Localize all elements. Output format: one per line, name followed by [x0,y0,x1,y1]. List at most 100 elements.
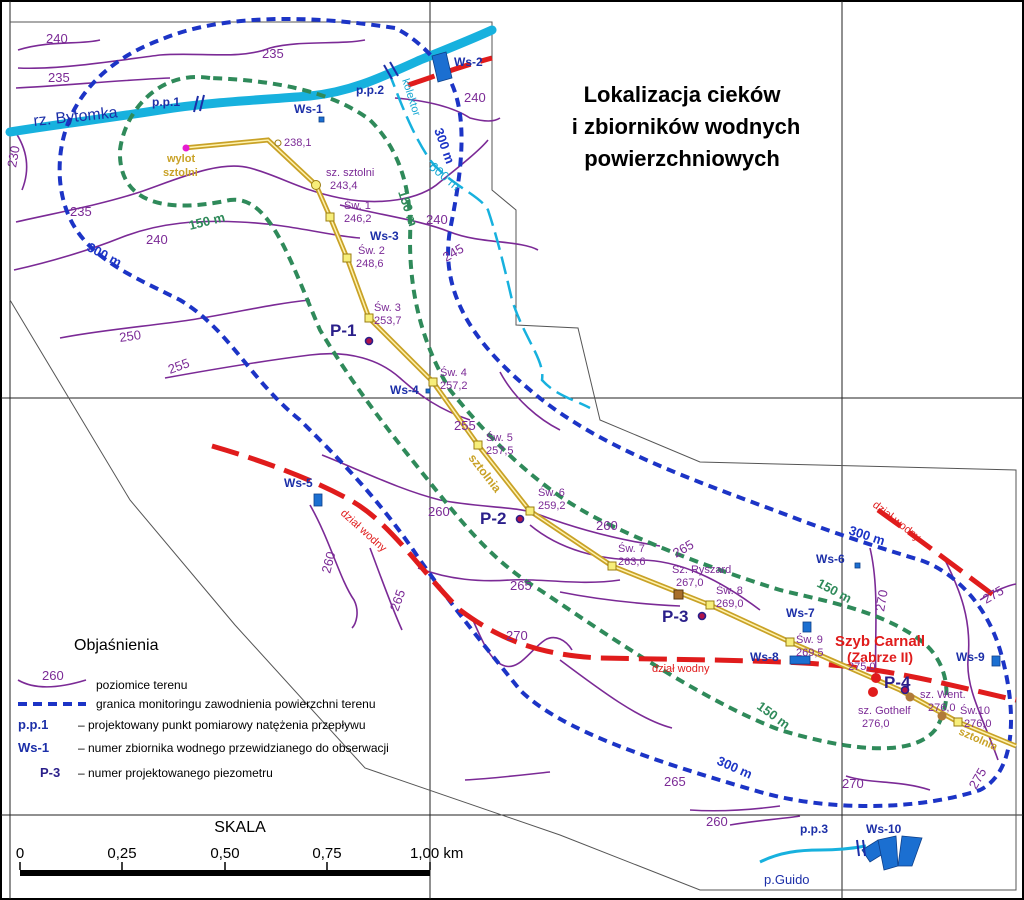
piezometer-p2-marker [515,514,525,524]
station-sw1-elevation: 246,2 [344,213,372,225]
scale-tick-025: 0,25 [107,845,136,862]
piezometer-markers [364,336,910,695]
station-sw5-name: Św. 5 [486,431,513,444]
shaft-carnall-subname: (Zabrze II) [847,649,913,665]
reservoir-ws4 [425,388,431,394]
station-sw3-name: Św. 3 [374,301,401,314]
station-sw8-name: Św. 8 [716,584,743,597]
reservoir-ws7-label: Ws-7 [786,606,815,620]
contour-label-255b: 255 [454,418,476,433]
station-gothelf-elevation: 276,0 [862,718,890,730]
reservoir-ws9 [991,655,1001,667]
legend-code-ws1: Ws-1 [18,740,49,755]
legend-contour-symbol [17,679,87,688]
station-sw7-elevation: 263,6 [618,556,646,568]
station-gothelf-name: sz. Gothelf [858,705,912,717]
contour-label-235a: 235 [262,46,284,61]
reservoir-ws1-label: Ws-1 [294,102,323,116]
piezometer-p4-label: P-4 [884,673,911,692]
watershed-label-2: dział wodny [652,663,710,675]
legend-contour-sample: 260 [42,668,64,683]
map-title-line-2: i zbiorników wodnych [572,114,801,139]
shaft-carnall-elevation: 275,0 [848,661,876,673]
reservoir-ws10-label: Ws-10 [866,822,902,836]
contour-label-260d: 260 [706,814,728,829]
contour-label-240d: 240 [426,212,448,227]
station-sw6-elevation: 259,2 [538,500,566,512]
station-went-name: sz. Went. [920,689,966,701]
measurement-point-pp1: p.p.1 [152,95,180,109]
station-sw7 [607,561,617,571]
tunnel-stations [311,180,963,727]
piezometer-p2-label: P-2 [480,509,506,528]
contour-label-265b: 265 [510,578,532,593]
reservoir-ws2-label: Ws-2 [454,55,483,69]
legend-item-ws1: – numer zbiornika wodnego przewidzianego… [78,741,389,755]
map-title-line-1: Lokalizacja cieków [584,82,782,107]
river-bytomka [5,25,497,137]
station-sw10 [953,717,963,727]
station-sz-sztolni-name: sz. sztolni [326,167,374,179]
reservoir-ws8 [789,655,811,665]
station-sw10-name: Św.10 [960,704,990,717]
reservoir-ws6-label: Ws-6 [816,552,845,566]
reservoir-ws2 [431,51,453,83]
tunnel-outlet-label-1: wylot [166,153,195,165]
reservoir-ws1 [318,116,325,123]
legend-code-pp1: p.p.1 [18,717,48,732]
contour-label-270c: 270 [842,776,864,791]
kolektor-channel [386,69,591,410]
scale-bar: SKALA 0 0,25 0,50 0,75 1,00 km [16,819,463,876]
station-ryszard-elevation: 267,0 [676,577,704,589]
contour-label-260c: 260 [318,550,338,575]
contour-label-260a: 260 [428,504,450,519]
station-sw9-name: Św. 9 [796,633,823,646]
contour-lines [13,39,1017,826]
reservoir-ws3-label: Ws-3 [370,229,399,243]
map-title-line-3: powierzchniowych [584,146,780,171]
station-sw2 [342,253,352,263]
scale-tick-100: 1,00 km [410,845,463,862]
shaft-gothelf-marker [937,711,947,721]
station-ryszard-name: Sz. Ryszard [672,564,731,576]
contour-label-255a: 255 [166,355,192,377]
station-sw9-elevation: 269,5 [796,647,824,659]
shaft-carnall-marker-2 [868,687,878,697]
study-area-boundary [9,21,1017,891]
contour-label-270a: 270 [506,628,528,643]
station-sw5-elevation: 257,5 [486,445,514,457]
shaft-went-marker [905,692,915,702]
reservoir-ws9-label: Ws-9 [956,650,985,664]
contour-label-235c: 235 [70,204,92,219]
reservoir-ws5 [313,493,323,507]
station-sw7-name: Św. 7 [618,542,645,555]
station-sz-sztolni-elevation: 243,4 [330,180,358,192]
station-sw9 [785,637,795,647]
station-went-elevation: 276,0 [928,702,956,714]
contour-label-270b: 270 [872,589,891,613]
shaft-carnall-name: Szyb Carnall [835,633,925,650]
scale-tick-075: 0,75 [312,845,341,862]
piezometer-p1-marker [364,336,374,346]
station-sw3 [364,313,374,323]
station-sw4-elevation: 257,2 [440,380,468,392]
legend: Objaśnienia 260 poziomice terenu granica… [17,637,389,780]
legend-title: Objaśnienia [74,637,159,654]
station-start-elevation: 238,1 [284,137,312,149]
station-sw2-name: Św. 2 [358,244,385,257]
reservoir-ws8-label: Ws-8 [750,650,779,664]
station-sw1 [325,212,335,222]
tunnel-outlet-marker [182,144,190,152]
shaft-carnall-marker-1 [871,673,881,683]
legend-item-pp1: – projektowany punkt pomiarowy natężenia… [78,718,366,732]
station-sw6-name: Św. 6 [538,486,565,499]
river-guido-label: p.Guido [764,872,810,887]
measurement-point-pp3: p.p.3 [800,822,828,836]
piezometer-p4-marker [900,685,910,695]
station-sw4 [428,377,438,387]
station-sw8 [705,600,715,610]
contour-label-230: 230 [4,145,23,169]
reservoir-ws5-label: Ws-5 [284,476,313,490]
